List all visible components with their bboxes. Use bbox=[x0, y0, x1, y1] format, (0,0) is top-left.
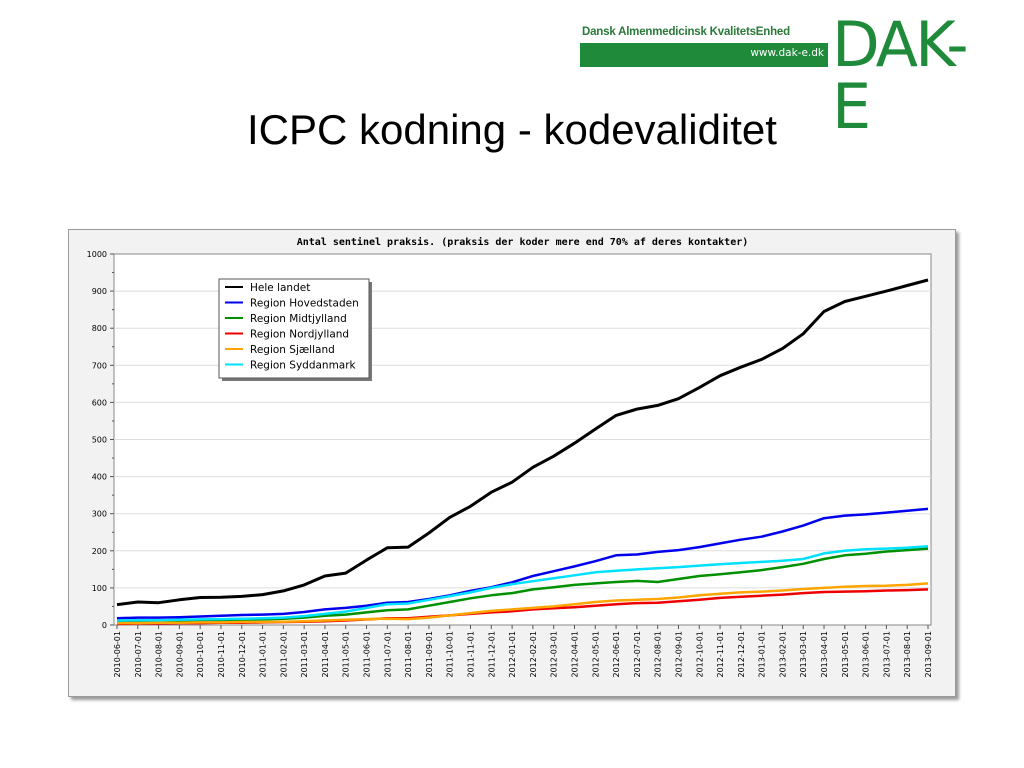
y-tick-label: 900 bbox=[92, 287, 107, 296]
x-tick-label: 2013-02-01 bbox=[778, 631, 787, 678]
legend-entry: Region Nordjylland bbox=[250, 329, 349, 341]
x-tick-label: 2011-11-01 bbox=[467, 631, 476, 678]
x-tick-label: 2012-04-01 bbox=[570, 631, 579, 678]
x-tick-label: 2010-07-01 bbox=[134, 631, 143, 678]
series-line bbox=[116, 278, 929, 607]
y-tick-label: 600 bbox=[92, 398, 107, 407]
x-tick-label: 2012-06-01 bbox=[612, 631, 621, 678]
x-tick-label: 2011-02-01 bbox=[279, 631, 288, 678]
x-tick-label: 2010-10-01 bbox=[196, 631, 205, 678]
x-tick-label: 2012-02-01 bbox=[529, 631, 538, 678]
logo-bar: www.dak-e.dk bbox=[580, 43, 828, 67]
legend-entry: Region Hovedstaden bbox=[250, 298, 359, 310]
x-tick-label: 2011-08-01 bbox=[404, 631, 413, 678]
x-tick-label: 2012-03-01 bbox=[550, 631, 559, 678]
x-tick-label: 2012-10-01 bbox=[695, 631, 704, 678]
slide-title: ICPC kodning - kodevaliditet bbox=[247, 106, 777, 153]
x-tick-label: 2011-12-01 bbox=[487, 631, 496, 678]
x-tick-label: 2011-06-01 bbox=[363, 631, 372, 678]
legend-entry: Region Sjælland bbox=[250, 344, 335, 356]
logo-organization-name: Dansk Almenmedicinsk KvalitetsEnhed bbox=[582, 26, 790, 38]
x-tick-label: 2012-08-01 bbox=[654, 631, 663, 678]
x-tick-label: 2013-06-01 bbox=[862, 631, 871, 678]
y-tick-label: 300 bbox=[92, 510, 107, 519]
x-tick-label: 2012-07-01 bbox=[633, 631, 642, 678]
x-tick-label: 2012-05-01 bbox=[591, 631, 600, 678]
y-tick-label: 0 bbox=[102, 621, 107, 630]
legend-box bbox=[218, 278, 370, 379]
chart-title: Antal sentinel praksis. (praksis der kod… bbox=[297, 236, 749, 248]
x-tick-label: 2013-03-01 bbox=[799, 631, 808, 678]
x-tick-label: 2013-04-01 bbox=[820, 631, 829, 678]
legend-entry: Region Syddanmark bbox=[250, 360, 357, 372]
x-tick-label: 2010-08-01 bbox=[155, 631, 164, 678]
x-tick-label: 2010-11-01 bbox=[217, 631, 226, 678]
legend-entry: Hele landet bbox=[250, 282, 310, 294]
x-tick-label: 2012-11-01 bbox=[716, 631, 725, 678]
x-tick-label: 2010-09-01 bbox=[175, 631, 184, 678]
x-tick-label: 2011-03-01 bbox=[300, 631, 309, 678]
x-tick-label: 2013-05-01 bbox=[841, 631, 850, 678]
logo-mark: DAK-E bbox=[832, 8, 969, 143]
series-line bbox=[116, 545, 929, 622]
x-tick-label: 2011-04-01 bbox=[321, 631, 330, 678]
x-tick-label: 2011-09-01 bbox=[425, 631, 434, 678]
line-chart: Antal sentinel praksis. (praksis der kod… bbox=[87, 236, 933, 678]
y-tick-label: 400 bbox=[92, 473, 107, 482]
x-tick-label: 2013-07-01 bbox=[882, 631, 891, 678]
x-tick-label: 2011-10-01 bbox=[446, 631, 455, 678]
y-tick-label: 100 bbox=[92, 584, 107, 593]
x-tick-label: 2013-08-01 bbox=[903, 631, 912, 678]
x-tick-label: 2012-12-01 bbox=[737, 631, 746, 678]
x-tick-label: 2010-12-01 bbox=[238, 631, 247, 678]
x-tick-label: 2010-06-01 bbox=[113, 631, 122, 678]
chart-frame: Antal sentinel praksis. (praksis der kod… bbox=[68, 229, 956, 697]
y-tick-label: 800 bbox=[92, 324, 107, 333]
series-line bbox=[117, 582, 929, 625]
x-tick-label: 2011-07-01 bbox=[383, 631, 392, 678]
y-tick-label: 700 bbox=[92, 361, 107, 370]
logo-url: www.dak-e.dk bbox=[750, 47, 824, 59]
x-tick-label: 2012-09-01 bbox=[674, 631, 683, 678]
series-line bbox=[116, 507, 929, 620]
y-tick-label: 500 bbox=[92, 436, 107, 445]
x-tick-label: 2013-01-01 bbox=[758, 631, 767, 678]
y-tick-label: 1000 bbox=[87, 250, 107, 259]
x-tick-label: 2011-01-01 bbox=[259, 631, 268, 678]
x-tick-label: 2011-05-01 bbox=[342, 631, 351, 678]
dak-e-logo: Dansk Almenmedicinsk KvalitetsEnhed www.… bbox=[580, 14, 1000, 138]
x-tick-label: 2012-01-01 bbox=[508, 631, 517, 678]
x-tick-label: 2013-09-01 bbox=[924, 631, 933, 678]
legend-entry: Region Midtjylland bbox=[250, 313, 347, 325]
y-tick-label: 200 bbox=[92, 547, 107, 556]
